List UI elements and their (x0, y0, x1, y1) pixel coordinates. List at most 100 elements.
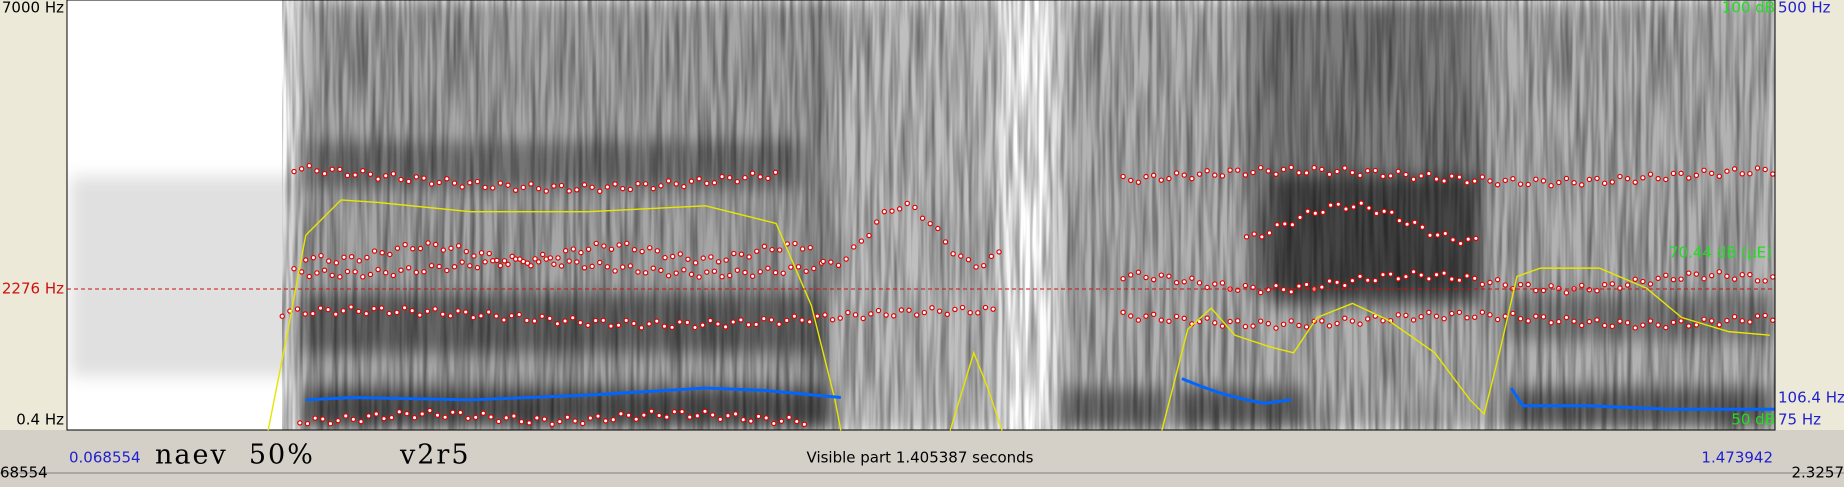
formant-dot (625, 412, 632, 418)
formant-dot (1189, 275, 1195, 281)
formant-dot (1357, 321, 1363, 327)
pitch-curve (1509, 387, 1775, 411)
formant-dot (635, 269, 641, 275)
formant-dot (291, 168, 297, 175)
formant-dot (633, 416, 639, 422)
formant-dot (585, 322, 591, 329)
formant-dot (1395, 312, 1401, 318)
pitch-bottom: 75 Hz (1778, 411, 1821, 429)
formant-dot (1335, 201, 1341, 207)
formant-dot (1624, 319, 1631, 326)
formant-dot (1364, 316, 1371, 322)
formant-dot (1181, 315, 1187, 322)
formant-dot (1487, 178, 1493, 184)
formant-dot (279, 313, 285, 319)
time-bar[interactable] (67, 432, 1775, 472)
formant-dot (656, 412, 662, 419)
formant-dot (294, 306, 301, 312)
formant-dot (398, 176, 404, 183)
formant-dot (1601, 281, 1608, 288)
formant-dot (1571, 318, 1577, 324)
formant-dot (1273, 282, 1279, 289)
formant-dot (386, 310, 392, 317)
formant-dot (1609, 179, 1616, 185)
formant-dot (1250, 284, 1256, 291)
formant-dot (298, 166, 305, 172)
formant-dot (1663, 324, 1669, 331)
formant-dot (303, 257, 309, 263)
formant-dot (505, 261, 511, 268)
formant-dot (814, 313, 821, 319)
formant-dot (558, 263, 565, 269)
formant-dot (1389, 209, 1395, 215)
formant-dot (615, 322, 622, 328)
annotation: naev 50% (155, 440, 315, 471)
formant-dot (722, 324, 729, 330)
formant-dot (1257, 318, 1264, 324)
pitch-curve (305, 386, 841, 402)
formant-dot (1410, 317, 1417, 323)
formant-dot (1449, 310, 1455, 317)
formant-dot (570, 246, 577, 252)
formant-dot (383, 270, 389, 276)
formant-dot (1617, 285, 1623, 291)
formant-dot (1212, 320, 1218, 326)
formant-dot (707, 317, 714, 324)
formant-dot (754, 248, 760, 255)
formant-dot (665, 178, 672, 184)
formant-dot (1464, 180, 1470, 186)
formant-dot (1342, 165, 1348, 171)
left-gutter (0, 0, 67, 430)
formant-dot (704, 269, 710, 275)
formant-dot (428, 262, 435, 269)
formant-dot (447, 313, 454, 319)
formant-dot (671, 409, 678, 415)
formant-dot (638, 325, 645, 331)
formant-dot (597, 259, 603, 266)
formant-dot (635, 180, 641, 187)
formant-dot (358, 418, 364, 425)
formant-dot (1433, 313, 1440, 319)
formant-dot (1450, 237, 1456, 243)
formant-dot (1563, 290, 1570, 296)
formant-dot (1686, 323, 1692, 329)
formant-dot (929, 305, 935, 311)
formant-dot (1204, 315, 1210, 321)
formant-dot (627, 186, 634, 193)
formant-dot (799, 317, 805, 323)
formant-dot (1418, 272, 1424, 278)
formant-dot (451, 264, 458, 270)
formant-dot (1693, 322, 1700, 328)
formant-dot (1158, 317, 1165, 323)
formant-dot (387, 251, 393, 258)
formant-dot (806, 319, 813, 325)
formant-dot (1204, 168, 1210, 174)
formant-dot (828, 259, 834, 265)
formant-dot (1655, 275, 1661, 282)
formant-dot (465, 415, 471, 422)
formant-dot (505, 182, 511, 188)
formant-dot (1342, 282, 1348, 289)
formant-dot (1288, 164, 1294, 171)
formant-dot (1770, 274, 1775, 280)
formant-dot (459, 184, 465, 190)
formant-dot (1473, 235, 1479, 242)
formant-dot (1243, 234, 1250, 240)
formant-dot (1395, 168, 1401, 175)
formant-dot (410, 246, 416, 252)
formant-dot (440, 247, 447, 253)
formant-dot (1312, 210, 1319, 217)
formant-dot (306, 162, 312, 169)
annotation: v2r5 (399, 440, 471, 471)
formant-dot (794, 418, 800, 425)
formant-dot (921, 309, 928, 316)
formant-dot (1502, 282, 1508, 288)
formant-dot (776, 247, 783, 253)
formant-dot (520, 184, 527, 191)
formant-dot (518, 419, 525, 425)
formant-dot (488, 414, 494, 420)
formant-dot (654, 318, 660, 324)
formant-dot (1326, 171, 1333, 178)
start-time: 0.068554 (69, 449, 141, 467)
formant-dot (727, 174, 733, 181)
